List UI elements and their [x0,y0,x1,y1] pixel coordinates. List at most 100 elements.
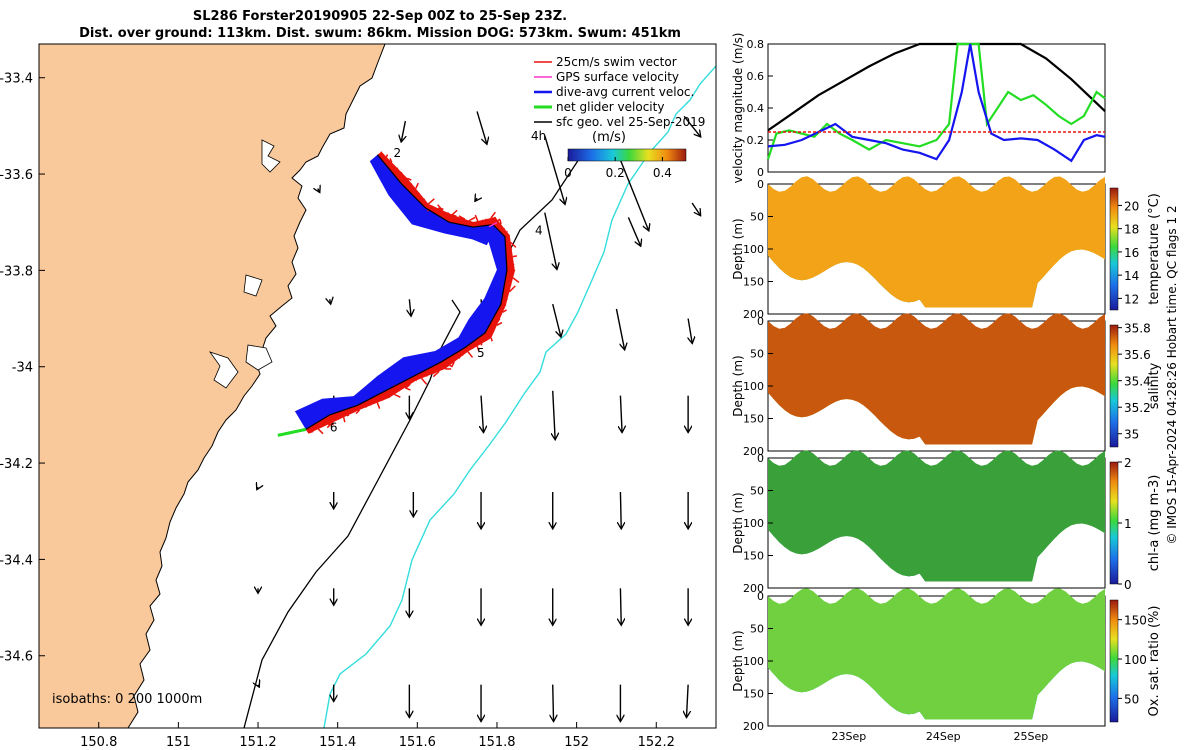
swim-vector-tick [421,373,428,377]
swim-vector-tick [423,198,426,205]
profile-colorbar-tick-label: 1 [1124,517,1132,531]
profile-ytick-label: 0 [757,590,764,603]
swim-vector-tick [482,218,488,224]
swim-vector-tick [346,414,350,417]
net-velocity-arrow [277,427,307,437]
swim-vector-tick [388,394,391,399]
figure-title: SL286 Forster20190905 22-Sep 00Z to 25-S… [192,9,568,24]
swim-vector-tick [512,255,517,258]
profile-colorbar-tick-label: 35.6 [1124,348,1151,362]
profile-colorbar-tick-label: 100 [1124,653,1147,667]
swim-vector-tick [488,327,495,333]
profile-ytick-label: 150 [743,276,764,289]
swim-vector-tick [394,393,401,398]
profile-field-band [768,313,1105,445]
profile-colorbar-tick-label: 14 [1124,269,1139,283]
swim-vector-tick [497,218,501,222]
profile-colorbar [1109,599,1119,723]
swim-vector-tick [432,370,440,378]
current-vector-arrow [687,684,689,717]
profile-colorbar-tick-label: 50 [1124,692,1139,706]
profile-colorbar [1109,324,1119,448]
swim-vector-tick [381,396,384,401]
map-ytick-label: -33.8 [0,264,33,279]
map-xtick-label: 150.8 [80,735,117,750]
swim-vector-tick [501,298,508,303]
swim-vector-tick [451,209,458,216]
current-vector-arrow [691,202,700,215]
current-vector-arrow [620,491,621,528]
profile-ytick-label: 100 [743,380,764,393]
swim-vector-tick [502,309,507,313]
swim-vector-tick [476,345,480,351]
map-xtick-label: 151.8 [478,735,515,750]
track-day-label: 5 [477,346,485,360]
isobath-200m [243,299,461,728]
swim-vector-tick [505,284,512,288]
colorbar-tick-label: 0 [564,166,572,180]
swim-vector-tick [509,263,515,270]
profile-xtick-label: 24Sep [926,730,961,743]
profile-ytick-label: 200 [743,308,764,321]
map-ytick-label: -34.6 [0,650,33,665]
profile-ytick-label: 0 [757,315,764,328]
glider-track-line [305,154,508,430]
map-xtick-label: 152.2 [638,735,675,750]
isobath-label: isobaths: 0 200 1000m [52,692,202,707]
profile-ylabel: Depth (m) [731,630,745,691]
velocity-ytick-label: 0.2 [747,134,765,147]
track-labels: 2 4 5 6 [330,146,543,435]
current-vector-arrow [476,111,487,143]
velocity-ylabel: velocity magnitude (m/s) [731,33,745,184]
profile-panel-3: 0 50 100 150 200 Depth (m) 0 1 2 chl-a (mg m-3) [731,450,1162,595]
profile-field-band [768,176,1105,308]
profile-colorbar-label: Ox. sat. ratio (%) [1147,606,1162,717]
current-vector-arrow [544,135,565,204]
profile-colorbar [1109,187,1119,311]
current-vector-arrow [553,390,555,439]
glider-track [277,151,520,437]
legend-4h-label: 4h [531,129,546,143]
current-vector-arrow [615,308,624,349]
swim-vector-tick [376,402,381,409]
profile-ytick-label: 0 [757,452,764,465]
profile-colorbar-tick-label: 18 [1124,223,1139,237]
profile-colorbar-tick-label: 35.4 [1124,375,1151,389]
current-vector-arrow [553,684,554,721]
profile-ylabel: Depth (m) [731,218,745,279]
map-xtick-label: 151 [166,735,191,750]
velocity-ytick-label: 0.4 [747,102,765,115]
profile-colorbar-tick-label: 150 [1124,614,1147,628]
swim-vector-tick [468,216,476,222]
current-vector-arrow [615,149,648,230]
credit-text: © IMOS 15-Apr-2024 04:28:26 Hobart time.… [1165,205,1179,545]
profile-colorbar-label: chl-a (mg m-3) [1147,475,1162,572]
current-vector-arrow [318,189,320,192]
velocity-panel: 0 0.2 0.4 0.6 0.8 velocity magnitude (m/s) [731,33,1106,184]
current-vector-arrow [401,120,405,141]
profile-ytick-label: 100 [743,243,764,256]
profile-ytick-label: 200 [743,720,764,733]
swim-vector-tick [420,377,428,385]
swim-vector-tick [407,177,412,181]
profile-field-band [768,588,1105,720]
estuary-inlets [208,139,281,389]
map-xtick-label: 151.2 [239,735,276,750]
profile-colorbar-tick-label: 2 [1124,456,1132,470]
current-vector-arrow [258,685,259,687]
current-vector-arrow [257,487,258,489]
swim-vector-tick [508,285,516,293]
swim-vector-tick [480,343,483,346]
swim-vector-tick [364,402,370,408]
map-ytick-label: -33.6 [0,168,33,183]
profile-panel-2: 0 50 100 150 200 Depth (m) 35 35.2 35.4 35.6 35.8 s… [731,313,1162,458]
profile-ylabel: Depth (m) [731,355,745,416]
map-ytick-label: -34.4 [0,553,33,568]
swim-vector-tick [458,215,466,220]
swim-vector-tick [458,353,463,359]
legend-label-current: dive-avg current veloc. [556,85,694,99]
colorbar-tick-label: 0.4 [653,166,672,180]
swim-vector-tick [342,417,346,423]
profile-colorbar-tick-label: 12 [1124,292,1139,306]
